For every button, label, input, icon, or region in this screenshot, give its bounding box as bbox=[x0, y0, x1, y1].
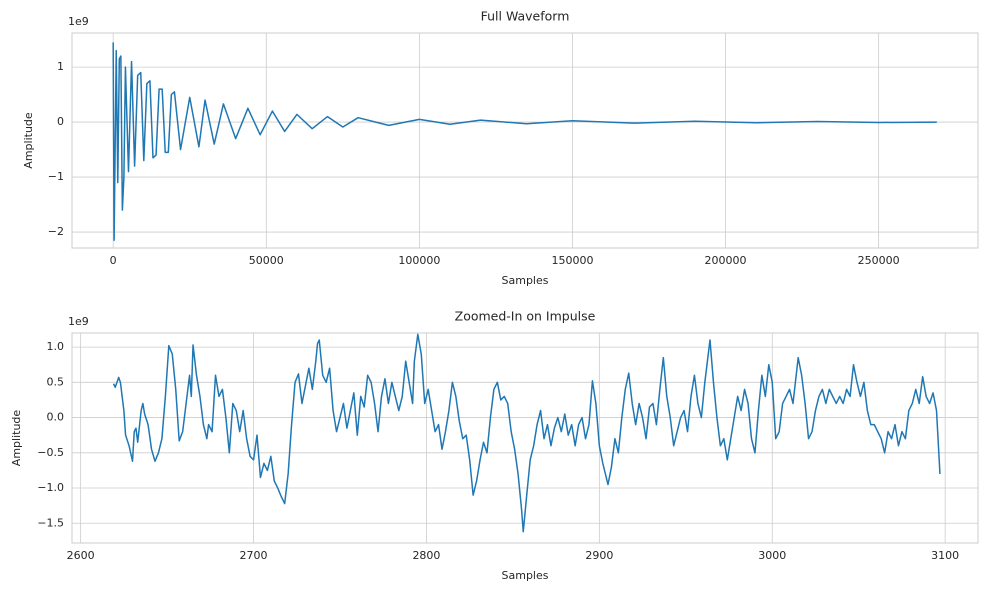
x-tick-label: 2600 bbox=[67, 549, 95, 562]
x-tick-label: 3100 bbox=[931, 549, 959, 562]
y-tick-label: 1.0 bbox=[47, 340, 65, 353]
x-tick-label: 0 bbox=[110, 254, 117, 267]
y-tick-label: 1 bbox=[57, 60, 64, 73]
x-tick-label: 2900 bbox=[585, 549, 613, 562]
y-tick-label: −1 bbox=[48, 170, 64, 183]
x-tick-label: 150000 bbox=[551, 254, 593, 267]
y-axis-label: Amplitude bbox=[10, 410, 23, 467]
plot-frame bbox=[71, 332, 979, 544]
x-tick-label: 2700 bbox=[240, 549, 268, 562]
x-tick-label: 250000 bbox=[858, 254, 900, 267]
y-tick-label: 0.0 bbox=[47, 411, 65, 424]
y-tick-label: −0.5 bbox=[37, 446, 64, 459]
x-axis-label: Samples bbox=[502, 274, 549, 287]
y-tick-label: −1.0 bbox=[37, 481, 64, 494]
x-axis-label: Samples bbox=[502, 569, 549, 582]
x-tick-label: 200000 bbox=[705, 254, 747, 267]
waveform-line bbox=[112, 333, 941, 533]
y-tick-label: −2 bbox=[48, 225, 64, 238]
y-axis-label: Amplitude bbox=[22, 112, 35, 169]
plot-frame bbox=[71, 32, 979, 249]
waveform-line bbox=[112, 42, 937, 242]
x-tick-label: 2800 bbox=[412, 549, 440, 562]
chart-title: Zoomed-In on Impulse bbox=[455, 309, 596, 324]
x-tick-label: 100000 bbox=[398, 254, 440, 267]
offset-label: 1e9 bbox=[68, 15, 89, 28]
offset-label: 1e9 bbox=[68, 315, 89, 328]
x-tick-label: 50000 bbox=[249, 254, 284, 267]
y-tick-label: −1.5 bbox=[37, 516, 64, 529]
y-tick-label: 0.5 bbox=[47, 375, 65, 388]
y-tick-label: 0 bbox=[57, 115, 64, 128]
chart-title: Full Waveform bbox=[481, 9, 570, 24]
x-tick-label: 3000 bbox=[758, 549, 786, 562]
